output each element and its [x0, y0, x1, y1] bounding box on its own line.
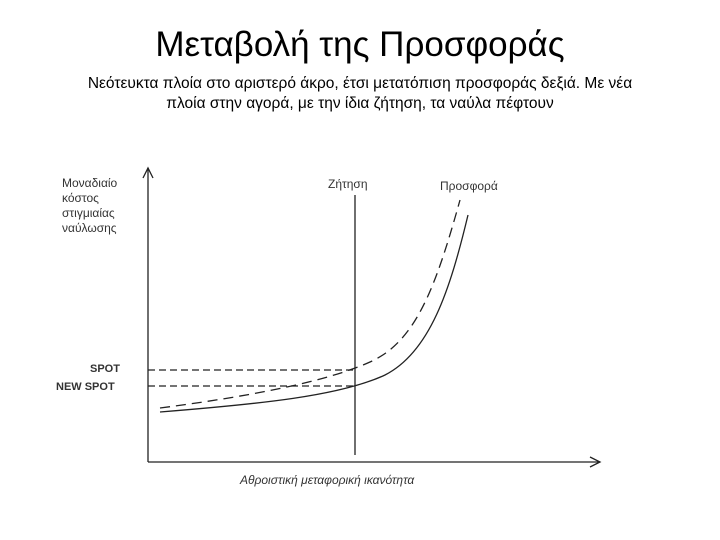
y-axis-label: ναύλωσης — [62, 221, 117, 235]
new-supply-curve — [159, 214, 469, 413]
spot-label: SPOT — [90, 363, 120, 375]
old-supply-curve — [159, 199, 461, 409]
subtitle: Νεότευκτα πλοία στο αριστερό άκρο, έτσι … — [88, 75, 632, 92]
y-axis-arrow — [142, 166, 154, 179]
y-axis-label: κόστος — [62, 191, 99, 205]
demand-label: Ζήτηση — [328, 177, 368, 191]
x-axis-arrow — [589, 456, 602, 468]
supply-label: Προσφορά — [440, 179, 498, 193]
y-axis-label: στιγμιαίας — [62, 206, 115, 220]
x-axis-label: Αθροιστική μεταφορική ικανότητα — [239, 473, 415, 487]
title: Μεταβολή της Προσφοράς — [155, 25, 564, 64]
y-axis-label: Μοναδιαίο — [62, 176, 118, 190]
diagram — [142, 166, 602, 468]
new-spot-label: NEW SPOT — [56, 381, 115, 393]
subtitle: πλοία στην αγορά, με την ίδια ζήτηση, τα… — [166, 95, 554, 112]
